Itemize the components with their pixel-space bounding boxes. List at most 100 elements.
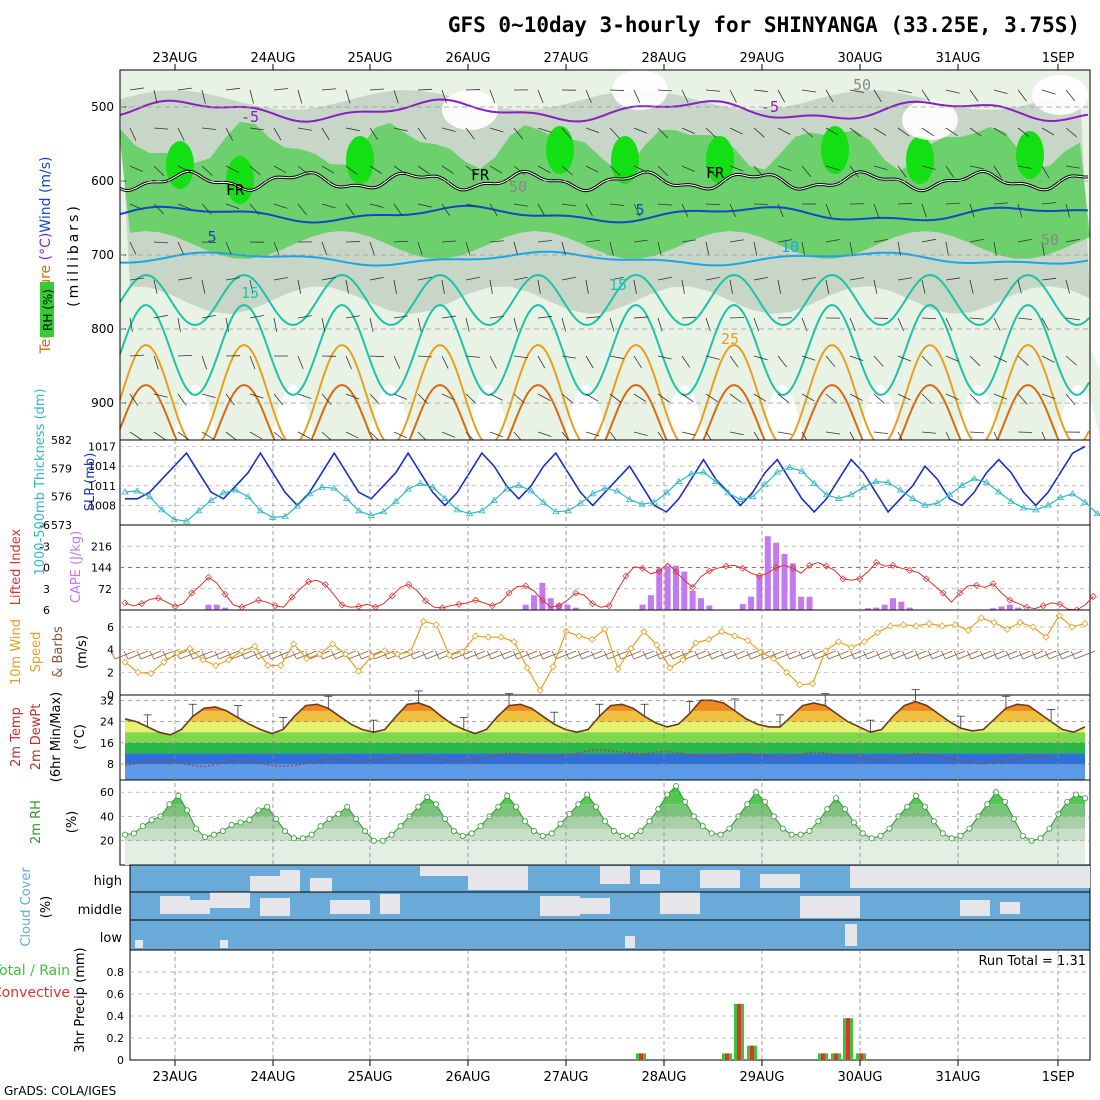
precip-conv-bar — [725, 1053, 729, 1060]
precip-bars — [636, 1003, 866, 1060]
rh2m-point — [166, 801, 173, 808]
wind10-barb — [478, 650, 499, 660]
cloud-gap — [260, 898, 290, 916]
upper-wind-barb — [393, 89, 399, 104]
cape-tick-label: 216 — [91, 540, 112, 553]
upper-wind-barb — [345, 203, 355, 216]
upper-wind-barb — [993, 127, 1007, 136]
wind10-barb-flag — [1018, 650, 1024, 660]
li-point — [906, 566, 914, 574]
cape-bar — [556, 603, 563, 610]
rh2m-point — [602, 818, 609, 825]
cape-bar — [689, 590, 696, 610]
upper-wind-barb — [969, 89, 979, 102]
rh2m-point — [593, 803, 600, 810]
cloud-gap — [760, 874, 800, 888]
thickness-point — [1032, 506, 1040, 513]
rh2m-point — [1010, 815, 1017, 822]
upper-wind-barb — [345, 315, 360, 319]
pressure-tick-label: 600 — [91, 174, 114, 188]
upper-wind-barb — [825, 89, 834, 103]
thickness-point — [712, 477, 720, 484]
upper-wind-barb — [249, 279, 254, 294]
upper-wind-barb — [681, 165, 696, 172]
upper-wind-barb — [849, 317, 856, 332]
wind10-barb-flag — [1044, 650, 1050, 660]
rh2m-point — [184, 807, 191, 814]
rh2m-point — [441, 815, 448, 822]
upper-wind-barb — [249, 431, 263, 440]
upper-wind-barb — [513, 203, 528, 207]
li-line — [124, 561, 1094, 611]
li-point — [689, 583, 697, 591]
top-date-label: 1SEP — [1042, 51, 1075, 66]
rh2m-point — [264, 803, 271, 810]
rh2m-point — [682, 798, 689, 805]
wind10-barb-flag — [123, 650, 129, 660]
pressure-tick-label: 900 — [91, 396, 114, 410]
wind10-point — [718, 627, 726, 636]
upper-wind-barb — [513, 393, 525, 404]
upper-wind-barb — [201, 127, 216, 130]
upper-wind-barb — [801, 89, 816, 93]
upper-wind-barb — [489, 431, 504, 438]
upper-wind-barb — [729, 127, 743, 135]
wind10-barb-flag — [162, 650, 168, 660]
wind10-point — [1029, 623, 1037, 631]
li-point — [305, 578, 313, 586]
rh-bright-patch — [821, 126, 849, 174]
upper-wind-barb — [465, 241, 471, 256]
rh2m-point — [557, 820, 564, 827]
upper-wind-barb — [945, 165, 955, 178]
upper-wind-barb — [297, 203, 307, 216]
upper-wind-barb — [969, 317, 984, 320]
cape-bar — [748, 596, 755, 610]
wind10-barb — [1048, 650, 1070, 660]
wind10-barb-flag — [707, 650, 713, 660]
upper-wind-barb — [633, 431, 648, 437]
upper-wind-barb — [537, 316, 552, 319]
precip-tick-label: 0.4 — [107, 1010, 125, 1023]
upper-wind-barb — [1017, 279, 1022, 294]
thickness-tick-label: 579 — [51, 462, 72, 475]
thickness-point — [293, 502, 302, 509]
upper-wind-barb — [729, 431, 744, 436]
upper-wind-barb — [657, 276, 672, 281]
temp-ticks: 32 24 16 8 — [100, 694, 1090, 771]
wind10-point — [770, 655, 778, 663]
li-point — [204, 573, 212, 581]
rh2m-point — [619, 832, 626, 839]
upper-wind-barb — [393, 127, 408, 132]
temp-tick-label: 16 — [100, 737, 114, 750]
rh2m-point — [1046, 825, 1053, 832]
upper-wind-barb — [417, 127, 427, 140]
thickness-point — [133, 487, 142, 494]
wind10-point — [601, 625, 609, 633]
lower-lobe-core — [368, 385, 412, 440]
upper-wind-barb — [369, 88, 384, 91]
temp-tick-label: 8 — [107, 758, 114, 771]
upper-wind-barb — [249, 127, 264, 131]
rh2m-point — [770, 813, 777, 820]
rh2m-point — [744, 801, 751, 808]
thickness-point — [872, 477, 880, 484]
upper-wind-barb — [585, 316, 600, 319]
contour-label: -5 — [241, 108, 259, 126]
cape-bar — [906, 607, 913, 610]
wind10-barb — [737, 650, 758, 660]
wind10-barb-flag — [473, 650, 479, 660]
li-point — [839, 575, 847, 583]
wind10-point — [186, 644, 194, 653]
wind10-barb-flag — [279, 650, 285, 660]
rh2m-point — [424, 794, 431, 801]
li-tick-label: 3 — [43, 583, 50, 596]
wind10-barb — [997, 650, 1018, 660]
upper-wind-barb — [1065, 89, 1076, 102]
cape-bar — [531, 595, 538, 610]
cape-bar — [873, 607, 880, 610]
rh2m-point — [139, 823, 146, 830]
upper-wind-barb — [681, 355, 691, 368]
wind10-point — [523, 664, 531, 672]
upper-wind-barb — [897, 165, 907, 178]
rh2m-point — [655, 806, 662, 813]
